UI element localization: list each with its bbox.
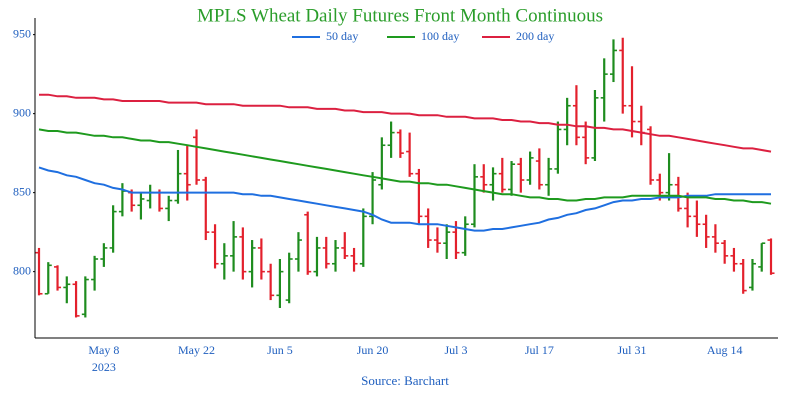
legend-label: 200 day (516, 29, 554, 43)
y-tick-label: 800 (13, 263, 31, 277)
x-tick-label: May 8 (88, 343, 119, 357)
moving-average-line (38, 128, 772, 205)
x-tick-label: Jun 5 (267, 343, 293, 357)
legend-label: 100 day (421, 29, 459, 43)
x-tick-label: Jul 31 (618, 343, 647, 357)
x-tick-label: Jul 17 (525, 343, 554, 357)
y-tick-label: 850 (13, 184, 31, 198)
x-year-label: 2023 (92, 360, 116, 374)
chart-title: MPLS Wheat Daily Futures Front Month Con… (197, 5, 603, 26)
moving-average-line (39, 93, 772, 153)
y-tick-label: 900 (13, 105, 31, 119)
x-tick-label: May 22 (178, 343, 215, 357)
x-tick-label: Jul 3 (444, 343, 467, 357)
x-tick-label: Aug 14 (707, 343, 743, 357)
x-tick-label: Jun 20 (357, 343, 389, 357)
y-tick-label: 950 (13, 26, 31, 40)
source-note: Source: Barchart (361, 373, 449, 388)
plot-area: 800 850 900 950 May 8 2023 May 22 Jun 5 Jun 20 Ju… (13, 18, 778, 374)
legend-label: 50 day (326, 29, 358, 43)
moving-average-line (38, 166, 771, 232)
